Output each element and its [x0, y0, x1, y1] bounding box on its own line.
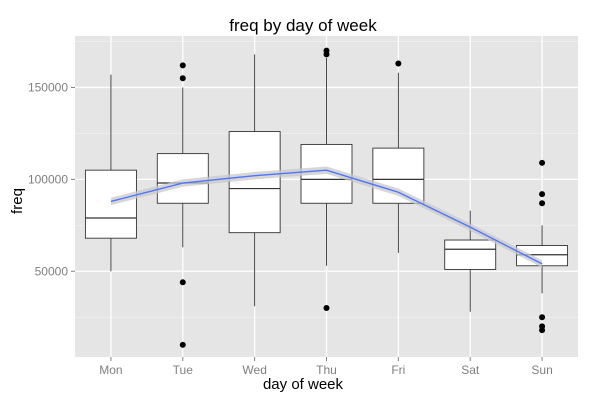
- x-tick-label: Sun: [531, 363, 552, 377]
- outlier-point: [323, 51, 330, 58]
- box: [228, 131, 281, 234]
- outlier-point: [539, 200, 546, 207]
- outlier-point: [539, 314, 546, 321]
- outlier-point: [539, 159, 546, 166]
- x-tick-label: Fri: [391, 363, 405, 377]
- x-axis: Mon Tue Wed Thu Fri Sat Sun: [99, 357, 553, 377]
- outlier-point: [539, 327, 546, 334]
- outlier-point: [179, 62, 186, 69]
- x-tick-label: Tue: [173, 363, 194, 377]
- y-axis: 50000 100000 150000: [28, 80, 75, 278]
- outlier-point: [179, 75, 186, 82]
- outlier-point: [323, 305, 330, 312]
- outliers: [179, 47, 546, 348]
- x-tick-label: Wed: [242, 363, 266, 377]
- outlier-point: [179, 279, 186, 286]
- x-tick-label: Sat: [461, 363, 480, 377]
- x-tick-label: Thu: [316, 363, 337, 377]
- chart-title: freq by day of week: [229, 16, 377, 35]
- y-tick-label: 150000: [28, 80, 68, 94]
- outlier-point: [539, 191, 546, 198]
- y-axis-title: freq: [9, 188, 26, 214]
- y-tick-label: 50000: [35, 264, 69, 278]
- outlier-point: [179, 341, 186, 348]
- x-tick-label: Mon: [99, 363, 122, 377]
- y-tick-label: 100000: [28, 172, 68, 186]
- x-axis-title: day of week: [263, 376, 344, 393]
- whiskers: [110, 54, 543, 312]
- outlier-point: [395, 60, 402, 67]
- trend-ribbon: [110, 166, 543, 268]
- box: [444, 239, 497, 270]
- trend-layer: [110, 166, 543, 268]
- trend-line: [110, 169, 543, 265]
